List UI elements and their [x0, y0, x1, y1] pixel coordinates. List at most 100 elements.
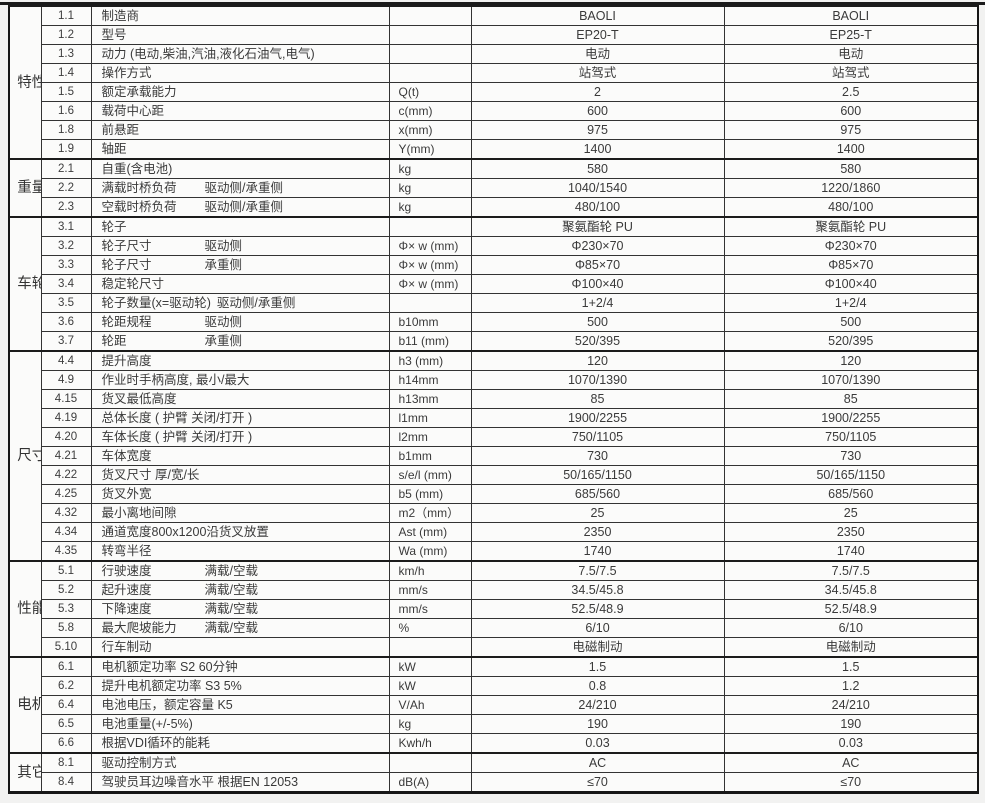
spec-description-cell: 提升高度: [90, 350, 390, 371]
table-row: 1.8 前悬距 x(mm) 975 975: [9, 120, 979, 140]
value-ep25t-cell: 1+2/4: [723, 293, 979, 313]
table-row: 4.15 货叉最低高度 h13mm 85 85: [9, 389, 979, 409]
spec-description-cell: 轮子数量(x=驱动轮) 驱动侧/承重侧: [90, 293, 390, 313]
unit-cell: Φ× w (mm): [388, 236, 472, 256]
row-number-cell: 2.2: [40, 178, 92, 198]
spec-sublabel: 驱动侧: [204, 239, 243, 253]
value-ep25t-cell: 120: [723, 350, 979, 371]
category-cell: 尺寸: [8, 350, 42, 562]
spec-label: 操作方式: [101, 66, 152, 80]
spec-label: 根据VDI循环的能耗: [101, 736, 210, 750]
spec-label: 型号: [101, 28, 127, 42]
table-row: 6.2 提升电机额定功率 S3 5% kW 0.8 1.2: [9, 676, 979, 696]
spec-description-cell: 转弯半径: [90, 541, 390, 562]
spec-sublabel: 承重侧: [204, 334, 243, 348]
row-number-cell: 3.3: [40, 255, 92, 275]
unit-cell: kg: [388, 197, 472, 218]
value-ep25t-cell: Φ85×70: [723, 255, 979, 275]
category-cell: 重量: [8, 158, 42, 218]
spec-description-cell: 型号: [90, 25, 390, 45]
spec-label: 稳定轮尺寸: [101, 277, 165, 291]
unit-cell: Φ× w (mm): [388, 274, 472, 294]
value-ep20t-cell: 85: [470, 389, 725, 409]
value-ep25t-cell: 25: [723, 503, 979, 523]
value-ep20t-cell: 1+2/4: [470, 293, 725, 313]
category-label: 电机: [17, 697, 40, 713]
table-row: 1.2 型号 EP20-T EP25-T: [9, 25, 979, 45]
value-ep25t-cell: 1400: [723, 139, 979, 160]
spec-label: 前悬距: [101, 123, 140, 137]
category-cell: 其它: [8, 752, 42, 793]
category-cell: 性能: [8, 560, 42, 658]
spec-label: 额定承载能力: [101, 85, 177, 99]
spec-label: 转弯半径: [101, 544, 152, 558]
value-ep20t-cell: 2: [470, 82, 725, 102]
value-ep25t-cell: Φ230×70: [723, 236, 979, 256]
table-row: 4.32 最小离地间隙 m2（mm） 25 25: [9, 503, 979, 523]
table-row: 4.35 转弯半径 Wa (mm) 1740 1740: [9, 541, 979, 562]
row-number-cell: 2.3: [40, 197, 92, 218]
value-ep25t-cell: BAOLI: [723, 5, 979, 26]
unit-cell: m2（mm）: [388, 503, 472, 523]
value-ep25t-cell: AC: [723, 752, 979, 773]
row-number-cell: 4.19: [40, 408, 92, 428]
value-ep20t-cell: 7.5/7.5: [470, 560, 725, 581]
value-ep25t-cell: 52.5/48.9: [723, 599, 979, 619]
value-ep25t-cell: 750/1105: [723, 427, 979, 447]
row-number-cell: 1.4: [40, 63, 92, 83]
row-number-cell: 1.1: [40, 5, 92, 26]
value-ep25t-cell: 480/100: [723, 197, 979, 218]
table-row: 4.20 车体长度 ( 护臂 关闭/打开 ) l2mm 750/1105 750/110…: [9, 427, 979, 447]
row-number-cell: 1.3: [40, 44, 92, 64]
spec-label: 载荷中心距: [101, 104, 165, 118]
category-cell: 电机: [8, 656, 42, 754]
spec-description-cell: 起升速度 满载/空载: [90, 580, 390, 600]
spec-label: 电池重量(+/-5%): [101, 717, 193, 731]
spec-description-cell: 根据VDI循环的能耗: [90, 733, 390, 754]
spec-label: 车体长度 ( 护臂 关闭/打开 ): [101, 430, 253, 444]
spec-label: 轮距规程: [101, 315, 152, 329]
value-ep20t-cell: 190: [470, 714, 725, 734]
table-row: 4.19 总体长度 ( 护臂 关闭/打开 ) l1mm 1900/2255 1900/2…: [9, 408, 979, 428]
spec-description-cell: 轮子: [90, 216, 390, 237]
value-ep25t-cell: 500: [723, 312, 979, 332]
page-top-rule: [0, 2, 985, 5]
unit-cell: kW: [388, 656, 472, 677]
unit-cell: h14mm: [388, 370, 472, 390]
unit-cell: dB(A): [388, 772, 472, 793]
spec-sublabel: 满载/空载: [204, 564, 258, 578]
table-row: 3.7 轮距 承重侧 b11 (mm) 520/395 520/395: [9, 331, 979, 352]
table-row: 5.2 起升速度 满载/空载 mm/s 34.5/45.8 34.5/45.8: [9, 580, 979, 600]
spec-description-cell: 满载时桥负荷 驱动侧/承重侧: [90, 178, 390, 198]
row-number-cell: 8.4: [40, 772, 92, 793]
value-ep25t-cell: 600: [723, 101, 979, 121]
spec-sublabel: 驱动侧/承重侧: [204, 200, 283, 214]
table-row: 6.4 电池电压，额定容量 K5 V/Ah 24/210 24/210: [9, 695, 979, 715]
value-ep20t-cell: 1040/1540: [470, 178, 725, 198]
value-ep20t-cell: 52.5/48.9: [470, 599, 725, 619]
value-ep25t-cell: 85: [723, 389, 979, 409]
unit-cell: Y(mm): [388, 139, 472, 160]
unit-cell: [388, 5, 472, 26]
unit-cell: Ast (mm): [388, 522, 472, 542]
spec-sublabel: 承重侧: [204, 258, 243, 272]
unit-cell: mm/s: [388, 599, 472, 619]
value-ep20t-cell: 2350: [470, 522, 725, 542]
row-number-cell: 4.32: [40, 503, 92, 523]
spec-label: 空载时桥负荷: [101, 200, 177, 214]
unit-cell: x(mm): [388, 120, 472, 140]
value-ep20t-cell: Φ85×70: [470, 255, 725, 275]
spec-description-cell: 轮距规程 驱动侧: [90, 312, 390, 332]
spec-sublabel: 满载/空载: [204, 583, 258, 597]
spec-description-cell: 货叉尺寸 厚/宽/长: [90, 465, 390, 485]
spec-description-cell: 操作方式: [90, 63, 390, 83]
spec-description-cell: 稳定轮尺寸: [90, 274, 390, 294]
category-cell: 特性: [8, 5, 42, 160]
row-number-cell: 1.5: [40, 82, 92, 102]
spec-description-cell: 货叉最低高度: [90, 389, 390, 409]
value-ep20t-cell: 电磁制动: [470, 637, 725, 658]
value-ep20t-cell: 电动: [470, 44, 725, 64]
